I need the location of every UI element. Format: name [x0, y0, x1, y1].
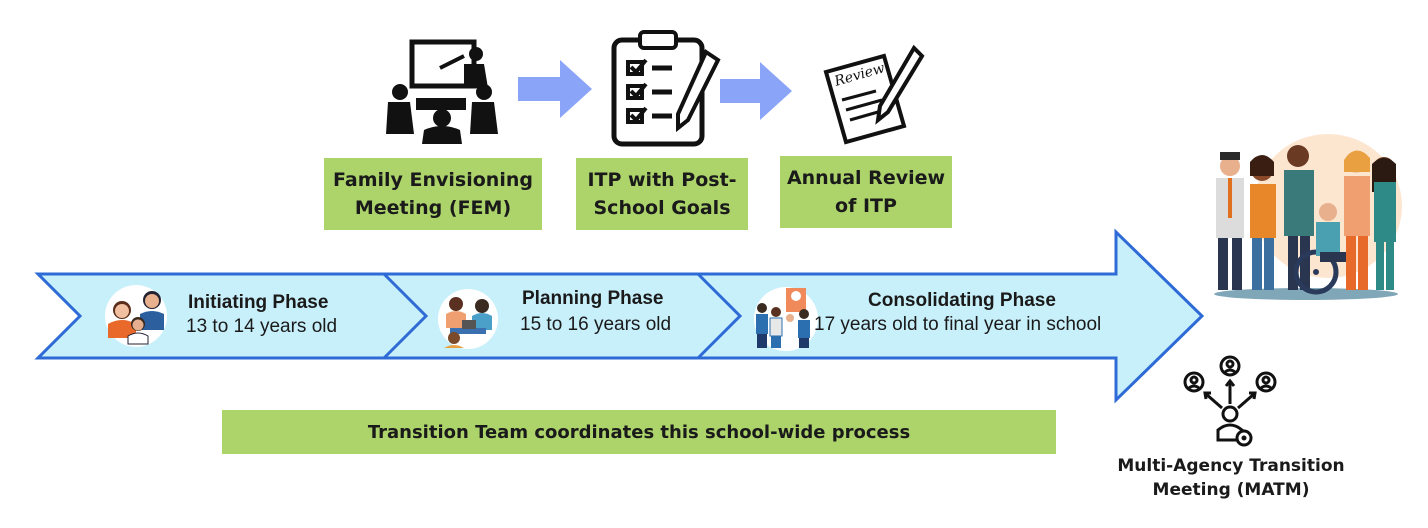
step-label-annual-review: Annual Review of ITP [780, 156, 952, 228]
meeting-presentation-icon [386, 39, 498, 144]
matm-label: Multi-Agency Transition Meeting (MATM) [1117, 456, 1345, 500]
transition-team-bar: Transition Team coordinates this school-… [222, 410, 1056, 454]
step-arrow-2 [720, 62, 792, 120]
network-people-icon [1183, 355, 1277, 447]
family-icon [105, 285, 167, 347]
group-handshake-icon [754, 287, 818, 351]
phase-consolidating-subtitle: 17 years old to final year in school [814, 314, 1102, 335]
phase-planning-subtitle: 15 to 16 years old [520, 314, 672, 335]
diverse-group-illustration [1214, 134, 1402, 300]
step-label-fem: Family Envisioning Meeting (FEM) [324, 158, 542, 230]
review-document-icon: Review [823, 44, 925, 145]
phase-initiating-subtitle: 13 to 14 years old [186, 316, 338, 337]
phase-planning-title: Planning Phase [522, 288, 664, 309]
step-arrow-1 [518, 60, 592, 118]
students-studying-icon [438, 289, 498, 349]
clipboard-checklist-icon [611, 30, 721, 147]
phase-timeline-arrow [34, 228, 1205, 404]
step-label-itp: ITP with Post- School Goals [576, 158, 748, 230]
phase-consolidating-title: Consolidating Phase [868, 290, 1056, 311]
phase-initiating-title: Initiating Phase [188, 292, 329, 313]
